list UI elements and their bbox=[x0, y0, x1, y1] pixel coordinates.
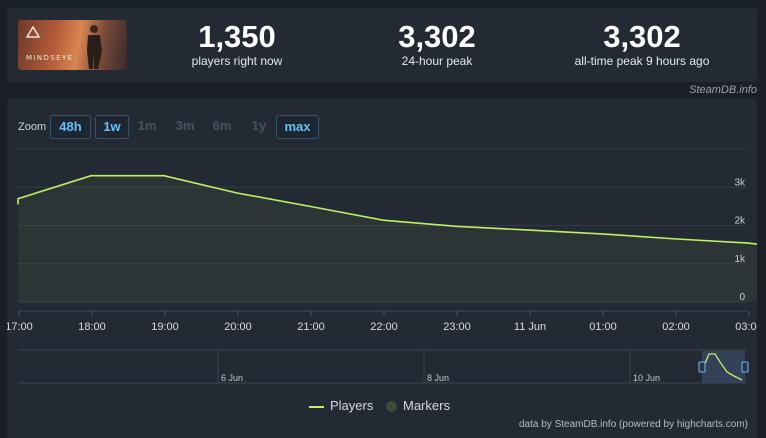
x-tick-label: 18:00 bbox=[78, 321, 106, 333]
players-area bbox=[18, 175, 757, 302]
y-tick-label: 0 bbox=[739, 292, 745, 303]
legend-item-markers[interactable]: Markers bbox=[386, 398, 450, 413]
legend-markers-label: Markers bbox=[403, 398, 450, 413]
navigator-label: 10 Jun bbox=[633, 373, 660, 383]
game-logo-icon bbox=[26, 26, 40, 38]
chart-grid bbox=[18, 148, 747, 312]
all-time-peak-label: all-time peak 9 hours ago bbox=[574, 54, 710, 68]
navigator: 6 Jun 8 Jun 10 Jun bbox=[18, 349, 749, 384]
legend-players-label: Players bbox=[330, 398, 374, 413]
player-chart[interactable]: 0 1k 2k 3k 17:00 18:00 19:00 20:00 21:00 22:00 23… bbox=[7, 98, 757, 438]
y-tick-label: 1k bbox=[734, 254, 746, 265]
zoom-button-3m[interactable]: 3m bbox=[175, 118, 195, 133]
zoom-button-48h[interactable]: 48h bbox=[50, 115, 91, 139]
current-players-value: 1,350 bbox=[198, 19, 276, 54]
x-tick-label: 02:00 bbox=[662, 321, 690, 333]
navigator-handle-right bbox=[741, 361, 749, 373]
chart-card: Zoom 48h 1w 1m 3m 6m 1y max 0 1k 2k 3k 17:0… bbox=[7, 98, 757, 438]
steamdb-credit-link[interactable]: SteamDB.info bbox=[689, 84, 757, 96]
stat-24h-peak: 3,302 24-hour peak bbox=[372, 20, 502, 68]
stat-all-time-peak: 3,302 all-time peak 9 hours ago bbox=[562, 20, 722, 68]
x-tick-label: 21:00 bbox=[297, 321, 325, 333]
chart-credit: data by SteamDB.info (powered by highcha… bbox=[519, 419, 748, 430]
zoom-button-1w[interactable]: 1w bbox=[95, 115, 129, 139]
zoom-button-6m[interactable]: 6m bbox=[212, 118, 232, 133]
x-tick-label: 20:00 bbox=[224, 321, 252, 333]
zoom-label: Zoom bbox=[18, 121, 47, 133]
navigator-handle-left bbox=[698, 361, 706, 373]
players-legend-swatch bbox=[309, 405, 324, 408]
y-tick-label: 3k bbox=[734, 177, 746, 188]
zoom-button-1y[interactable]: 1y bbox=[251, 118, 267, 133]
x-tick-label: 17:00 bbox=[7, 321, 33, 333]
current-players-label: players right now bbox=[191, 54, 283, 68]
24h-peak-label: 24-hour peak bbox=[401, 54, 473, 68]
zoom-button-max[interactable]: max bbox=[276, 115, 319, 139]
game-thumbnail[interactable]: MINDSEYE bbox=[18, 20, 127, 70]
all-time-peak-value: 3,302 bbox=[603, 19, 681, 54]
players-line bbox=[17, 174, 757, 245]
game-title: MINDSEYE bbox=[26, 54, 74, 62]
x-tick-labels: 17:00 18:00 19:00 20:00 21:00 22:00 23:00 11 Ju… bbox=[7, 311, 757, 333]
24h-peak-value: 3,302 bbox=[398, 19, 476, 54]
legend-item-players[interactable]: Players bbox=[309, 398, 373, 413]
x-tick-label: 19:00 bbox=[151, 321, 179, 333]
navigator-label: 6 Jun bbox=[221, 373, 243, 383]
navigator-line bbox=[703, 353, 743, 381]
y-tick-labels: 0 1k 2k 3k bbox=[734, 177, 746, 303]
stat-current-players: 1,350 players right now bbox=[172, 20, 302, 68]
y-tick-label: 2k bbox=[734, 216, 746, 227]
x-tick-label: 01:00 bbox=[589, 321, 617, 333]
x-tick-label: 23:00 bbox=[443, 321, 471, 333]
stats-card: MINDSEYE 1,350 players right now 3,302 2… bbox=[7, 8, 757, 82]
navigator-label: 8 Jun bbox=[427, 373, 449, 383]
x-tick-label: 03:00 bbox=[735, 321, 757, 333]
markers-legend-swatch bbox=[386, 401, 397, 413]
x-tick-label: 11 Jun bbox=[514, 321, 546, 333]
zoom-button-1m[interactable]: 1m bbox=[137, 118, 157, 133]
character-figure bbox=[87, 25, 102, 69]
x-tick-label: 22:00 bbox=[370, 321, 398, 333]
